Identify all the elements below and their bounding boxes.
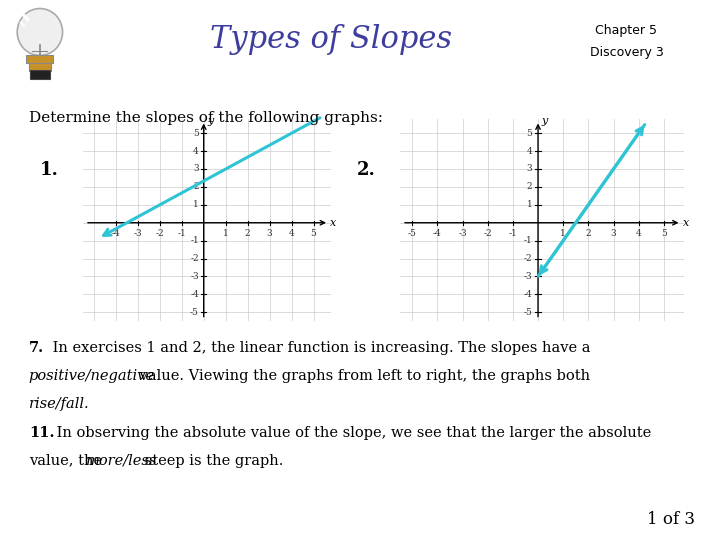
Text: Chapter 5: Chapter 5: [595, 24, 657, 37]
Text: -5: -5: [190, 308, 199, 317]
Text: In observing the absolute value of the slope, we see that the larger the absolut: In observing the absolute value of the s…: [52, 426, 651, 440]
Text: 4: 4: [193, 146, 199, 156]
Text: -2: -2: [190, 254, 199, 263]
Text: -4: -4: [433, 229, 442, 238]
Text: rise/fall.: rise/fall.: [29, 397, 89, 411]
Text: more/less: more/less: [86, 454, 158, 468]
Text: 5: 5: [193, 129, 199, 138]
Text: -4: -4: [523, 290, 533, 299]
Text: 4: 4: [289, 229, 294, 238]
Text: y: y: [541, 116, 548, 126]
Text: -5: -5: [523, 308, 533, 317]
FancyBboxPatch shape: [29, 63, 51, 71]
Text: -2: -2: [524, 254, 533, 263]
Text: -1: -1: [508, 229, 517, 238]
Text: 2: 2: [245, 229, 251, 238]
Text: 1: 1: [222, 229, 228, 238]
Text: -3: -3: [458, 229, 467, 238]
Text: 2: 2: [527, 183, 533, 191]
Text: 1: 1: [527, 200, 533, 210]
Text: 1.: 1.: [40, 161, 58, 179]
Text: -1: -1: [523, 236, 533, 245]
Text: -1: -1: [190, 236, 199, 245]
Text: 2.: 2.: [356, 161, 375, 179]
Text: x: x: [330, 218, 336, 228]
Text: 5: 5: [526, 129, 533, 138]
Text: 5: 5: [310, 229, 317, 238]
Text: -2: -2: [483, 229, 492, 238]
Text: -3: -3: [133, 229, 142, 238]
Text: 1: 1: [560, 229, 566, 238]
Text: Determine the slopes of the following graphs:: Determine the slopes of the following gr…: [29, 111, 383, 125]
Text: value, the: value, the: [29, 454, 107, 468]
Text: -1: -1: [177, 229, 186, 238]
Text: 4: 4: [636, 229, 642, 238]
FancyBboxPatch shape: [30, 70, 50, 79]
Text: -5: -5: [408, 229, 417, 238]
Text: value. Viewing the graphs from left to right, the graphs both: value. Viewing the graphs from left to r…: [135, 369, 590, 383]
Text: 3: 3: [611, 229, 616, 238]
Text: positive/negative: positive/negative: [29, 369, 155, 383]
Text: x: x: [683, 218, 689, 228]
Circle shape: [17, 9, 63, 56]
Text: -3: -3: [190, 272, 199, 281]
Text: 3: 3: [527, 165, 533, 173]
Text: 2: 2: [585, 229, 591, 238]
Text: 1: 1: [193, 200, 199, 210]
Text: -4: -4: [112, 229, 120, 238]
Text: 5: 5: [661, 229, 667, 238]
Text: steep is the graph.: steep is the graph.: [140, 454, 283, 468]
FancyBboxPatch shape: [27, 55, 53, 63]
Text: In exercises 1 and 2, the linear function is increasing. The slopes have a: In exercises 1 and 2, the linear functio…: [48, 341, 590, 355]
Text: Discovery 3: Discovery 3: [590, 46, 663, 59]
Text: -4: -4: [190, 290, 199, 299]
Text: 3: 3: [193, 165, 199, 173]
Text: -2: -2: [156, 229, 164, 238]
Text: y: y: [207, 116, 213, 126]
Text: 3: 3: [267, 229, 272, 238]
Text: 4: 4: [527, 146, 533, 156]
Text: Types of Slopes: Types of Slopes: [210, 24, 452, 55]
Text: 1 of 3: 1 of 3: [647, 511, 695, 528]
Text: 11.: 11.: [29, 426, 54, 440]
Text: 7.: 7.: [29, 341, 44, 355]
Text: 2: 2: [193, 183, 199, 191]
Text: -3: -3: [524, 272, 533, 281]
